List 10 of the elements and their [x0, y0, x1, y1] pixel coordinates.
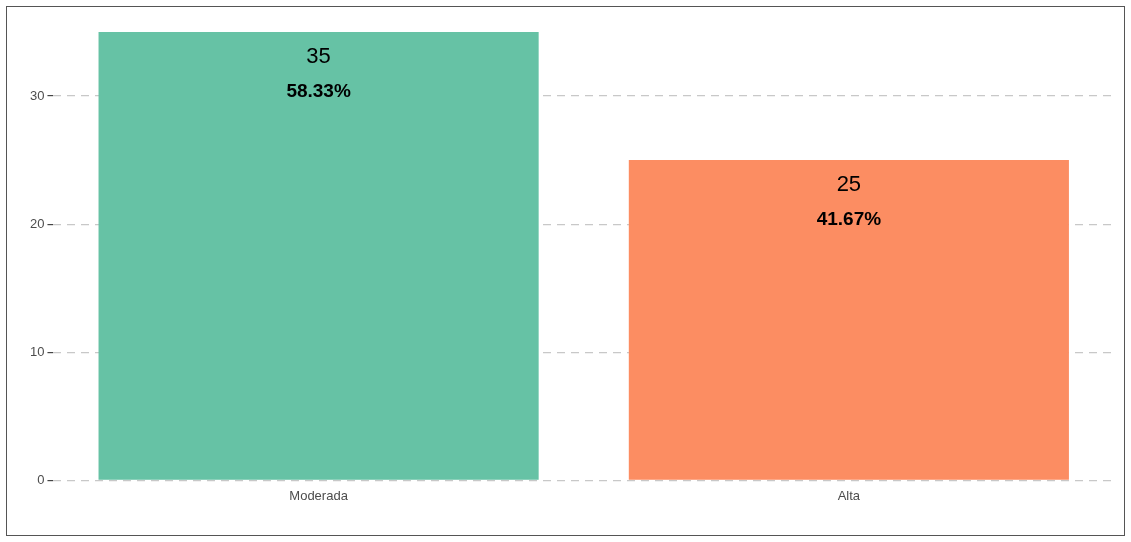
- annotation: 58.33%: [286, 80, 351, 102]
- annotation: 41.67%: [816, 208, 882, 230]
- data-label: 35: [306, 43, 331, 69]
- data-label: 25: [836, 171, 862, 197]
- y-tick-label: 0: [37, 471, 45, 487]
- x-tick-label: Alta: [837, 487, 861, 503]
- y-tick-label: 20: [29, 215, 45, 231]
- x-tick-label: Moderada: [289, 487, 349, 503]
- y-tick-label: 10: [29, 343, 45, 359]
- y-tick-label: 30: [29, 87, 45, 103]
